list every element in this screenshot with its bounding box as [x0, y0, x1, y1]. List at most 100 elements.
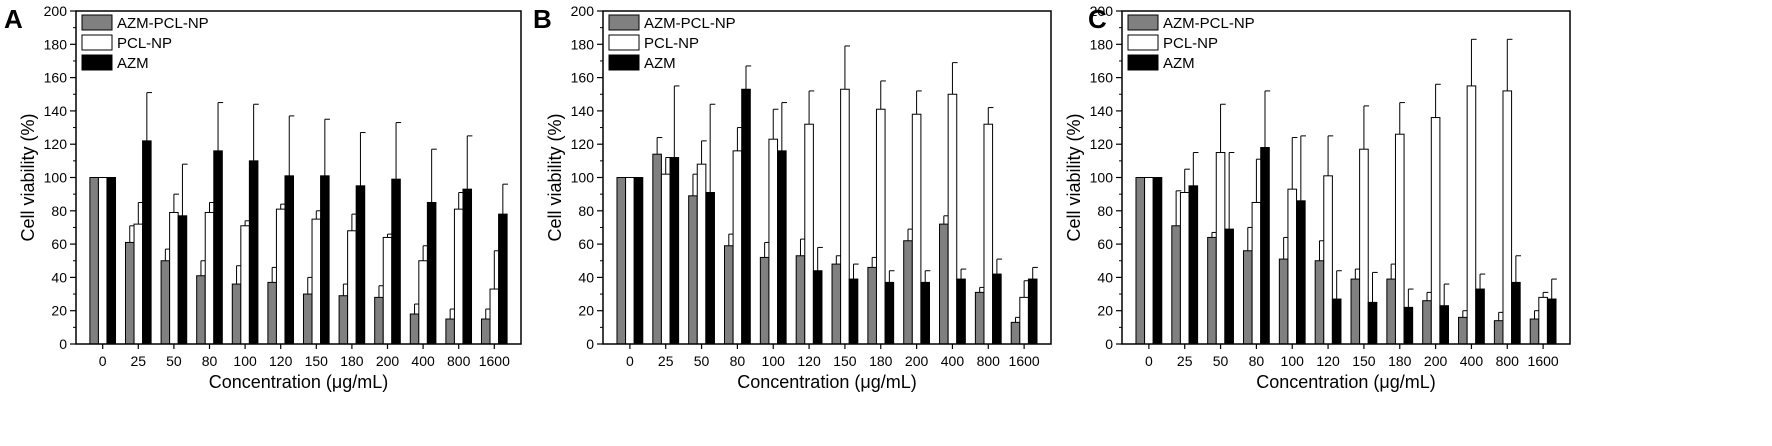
bar-pcl-np-0: [625, 177, 635, 345]
bar-azm-pcl-np-800: [1493, 320, 1504, 345]
bar-pcl-np-180: [875, 108, 886, 345]
x-tick-label: 80: [1249, 353, 1265, 369]
x-tick-label: 0: [1145, 353, 1153, 369]
bar-pcl-np-80: [1251, 201, 1262, 345]
bar-azm-400: [1475, 288, 1485, 345]
x-tick-label: 1600: [1528, 353, 1559, 369]
y-tick-label: 180: [571, 36, 595, 52]
x-tick-label: 100: [762, 353, 786, 369]
bar-pcl-np-50: [696, 163, 707, 345]
y-tick-label: 40: [578, 269, 594, 285]
bar-azm-50: [1224, 228, 1234, 345]
x-tick-label: 180: [1388, 353, 1412, 369]
bar-azm-pcl-np-120: [1314, 260, 1325, 345]
bar-pcl-np-25: [1179, 191, 1190, 345]
y-tick-label: 0: [586, 336, 594, 352]
bar-pcl-np-200: [1430, 117, 1441, 345]
y-tick-label: 0: [1105, 336, 1113, 352]
bar-pcl-np-200: [382, 236, 393, 345]
legend-swatch-pcl-np: [81, 34, 113, 51]
y-tick-label: 200: [44, 3, 68, 19]
bar-pcl-np-120: [275, 208, 286, 345]
y-tick-label: 160: [1090, 70, 1114, 86]
y-tick-label: 60: [1097, 236, 1113, 252]
bar-azm-25: [142, 140, 152, 345]
legend-label: PCL-NP: [1163, 35, 1218, 52]
x-tick-label: 800: [447, 353, 471, 369]
x-tick-label: 1600: [1009, 353, 1040, 369]
legend-swatch-azm-pcl-np: [81, 14, 113, 31]
bar-azm-pcl-np-100: [759, 256, 770, 345]
bar-azm-pcl-np-150: [831, 263, 842, 345]
y-axis-label: Cell viability (%): [545, 113, 565, 241]
bar-pcl-np-0: [97, 177, 108, 345]
bar-azm-800: [462, 188, 473, 345]
legend-label: AZM: [644, 55, 676, 72]
bar-azm-50: [705, 191, 715, 345]
y-tick-label: 100: [571, 170, 595, 186]
bar-azm-pcl-np-100: [1278, 258, 1289, 345]
bar-azm-400: [426, 201, 437, 345]
y-axis-label: Cell viability (%): [1064, 113, 1084, 241]
x-axis-label: Concentration (μg/mL): [209, 372, 388, 392]
x-tick-label: 50: [166, 353, 182, 369]
bar-azm-200: [1439, 305, 1450, 345]
y-tick-label: 120: [1090, 136, 1114, 152]
legend-swatch-azm-pcl-np: [1127, 14, 1159, 31]
y-tick-label: 60: [578, 236, 594, 252]
bar-pcl-np-100: [1287, 188, 1298, 345]
bar-pcl-np-25: [133, 223, 144, 345]
bar-pcl-np-1600: [489, 288, 500, 345]
bar-azm-pcl-np-1600: [1529, 318, 1540, 345]
bar-azm-1600: [1027, 278, 1038, 345]
bar-azm-pcl-np-400: [939, 223, 949, 345]
x-tick-label: 150: [833, 353, 857, 369]
legend-label: PCL-NP: [644, 35, 699, 52]
bar-azm-pcl-np-80: [723, 245, 734, 345]
x-tick-label: 80: [202, 353, 218, 369]
bar-azm-pcl-np-25: [1171, 225, 1181, 345]
bar-azm-100: [248, 160, 259, 345]
bar-pcl-np-150: [311, 218, 322, 345]
legend-swatch-azm-pcl-np: [608, 14, 640, 31]
legend-swatch-azm: [1127, 54, 1159, 71]
y-tick-label: 140: [1090, 103, 1114, 119]
bar-azm-pcl-np-400: [409, 313, 420, 345]
bar-azm-150: [848, 278, 859, 345]
bar-azm-0: [633, 177, 644, 345]
bar-azm-pcl-np-25: [124, 241, 135, 345]
bar-azm-50: [177, 215, 188, 345]
y-tick-label: 20: [51, 303, 67, 319]
x-tick-label: 100: [233, 353, 257, 369]
bar-azm-25: [1188, 185, 1199, 345]
bar-azm-pcl-np-120: [795, 255, 806, 345]
bar-azm-1600: [1546, 298, 1557, 345]
bar-azm-150: [1367, 301, 1378, 345]
bar-azm-pcl-np-50: [1207, 236, 1217, 345]
bar-azm-120: [1331, 298, 1342, 345]
y-tick-label: 80: [578, 203, 594, 219]
x-axis-label: Concentration (μg/mL): [737, 372, 916, 392]
x-tick-label: 50: [694, 353, 710, 369]
bar-pcl-np-400: [1466, 85, 1477, 345]
bar-pcl-np-1600: [1019, 296, 1029, 345]
bar-pcl-np-800: [453, 208, 464, 345]
bar-azm-pcl-np-800: [974, 291, 985, 345]
legend-label: AZM-PCL-NP: [1163, 15, 1255, 32]
plot-frame: [75, 10, 522, 345]
bar-azm-pcl-np-0: [616, 177, 627, 345]
bar-azm-80: [213, 150, 223, 345]
y-tick-label: 20: [578, 303, 594, 319]
x-tick-label: 200: [376, 353, 400, 369]
bar-pcl-np-180: [347, 230, 357, 345]
legend-label: AZM-PCL-NP: [117, 15, 209, 32]
bar-azm-pcl-np-80: [1242, 250, 1253, 345]
x-tick-label: 0: [99, 353, 107, 369]
bar-pcl-np-80: [732, 150, 743, 345]
y-tick-label: 40: [51, 269, 67, 285]
bar-pcl-np-400: [947, 93, 958, 345]
y-tick-label: 40: [1097, 269, 1113, 285]
bar-azm-pcl-np-50: [160, 260, 171, 345]
x-tick-label: 25: [1177, 353, 1193, 369]
bar-azm-pcl-np-0: [89, 177, 99, 345]
